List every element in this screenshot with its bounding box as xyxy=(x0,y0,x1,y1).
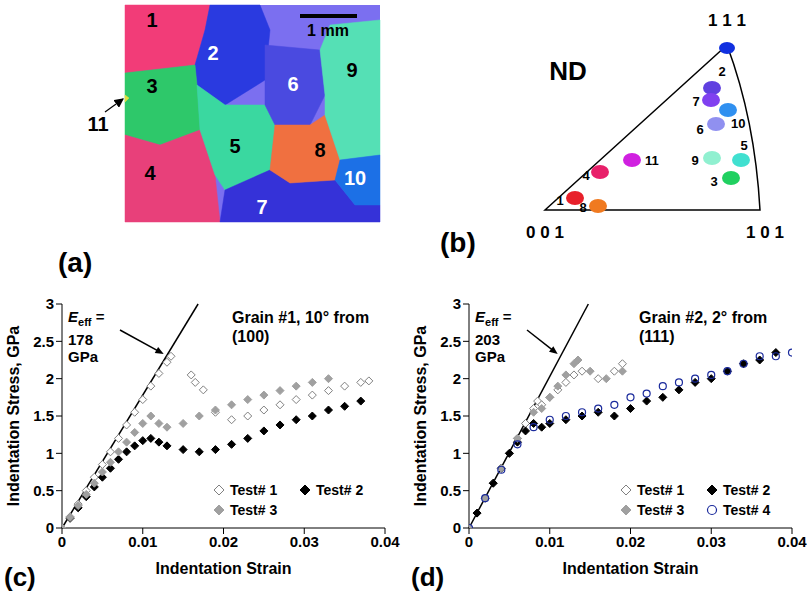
svg-text:2: 2 xyxy=(46,370,54,387)
html-text:Test# 2: Test# 2 xyxy=(723,482,771,498)
svg-text:7: 7 xyxy=(692,94,699,109)
svg-text:1 mm: 1 mm xyxy=(307,22,349,39)
html-text:GPa: GPa xyxy=(475,348,505,365)
html-text:Test# 1: Test# 1 xyxy=(637,482,685,498)
svg-text:3: 3 xyxy=(146,75,157,97)
html-text:Test# 1: Test# 1 xyxy=(230,482,278,498)
svg-text:0.5: 0.5 xyxy=(440,482,461,499)
html-text:Eeff =: Eeff = xyxy=(68,308,105,328)
svg-text:0.03: 0.03 xyxy=(290,533,319,550)
svg-text:2: 2 xyxy=(207,42,218,64)
svg-text:0.5: 0.5 xyxy=(33,482,54,499)
svg-text:4: 4 xyxy=(582,168,590,183)
svg-text:(a): (a) xyxy=(58,247,92,278)
html-text:GPa: GPa xyxy=(68,348,98,365)
svg-text:1: 1 xyxy=(453,445,461,462)
svg-text:3: 3 xyxy=(710,174,717,189)
svg-text:1.5: 1.5 xyxy=(440,407,461,424)
svg-text:0: 0 xyxy=(46,519,54,536)
html-text:(d): (d) xyxy=(411,562,445,592)
html-text:Eeff =: Eeff = xyxy=(475,308,512,328)
html-text:(c): (c) xyxy=(4,562,36,592)
svg-text:9: 9 xyxy=(346,59,357,81)
svg-text:0: 0 xyxy=(58,533,66,550)
svg-text:1 1 1: 1 1 1 xyxy=(708,11,746,30)
svg-text:2: 2 xyxy=(453,370,461,387)
svg-text:11: 11 xyxy=(645,153,659,168)
svg-text:9: 9 xyxy=(691,153,698,168)
svg-text:10: 10 xyxy=(344,167,366,189)
html-text:Test# 4: Test# 4 xyxy=(723,502,771,518)
svg-text:0: 0 xyxy=(465,533,473,550)
svg-text:ND: ND xyxy=(549,56,587,86)
svg-text:8: 8 xyxy=(314,139,325,161)
svg-text:0.04: 0.04 xyxy=(777,533,807,550)
html-text:Grain #1, 10° from (100): Grain #1, 10° from (100) xyxy=(232,309,370,345)
svg-text:6: 6 xyxy=(696,122,703,137)
svg-text:1.5: 1.5 xyxy=(33,407,54,424)
svg-text:4: 4 xyxy=(144,162,156,184)
html-text:203: 203 xyxy=(475,331,500,348)
svg-text:11: 11 xyxy=(87,113,108,135)
svg-text:3: 3 xyxy=(46,296,54,312)
svg-text:2: 2 xyxy=(718,64,725,79)
svg-text:1: 1 xyxy=(46,445,54,462)
svg-text:1: 1 xyxy=(556,193,563,208)
svg-text:0.04: 0.04 xyxy=(370,533,400,550)
html-text:Indentation Strain: Indentation Strain xyxy=(562,560,699,577)
svg-text:0.01: 0.01 xyxy=(128,533,157,550)
svg-text:0 0 1: 0 0 1 xyxy=(526,223,564,242)
html-text:Grain #2, 2° from (111): Grain #2, 2° from (111) xyxy=(639,309,768,345)
svg-text:5: 5 xyxy=(740,138,747,153)
svg-text:0.02: 0.02 xyxy=(616,533,645,550)
svg-text:0: 0 xyxy=(453,519,461,536)
svg-text:(b): (b) xyxy=(440,227,476,258)
html-text:Indentation Strain: Indentation Strain xyxy=(155,560,292,577)
svg-text:5: 5 xyxy=(229,135,240,157)
html-text:Indentation Stress, GPa: Indentation Stress, GPa xyxy=(5,325,22,507)
svg-text:2.5: 2.5 xyxy=(440,333,461,350)
svg-text:1: 1 xyxy=(146,9,157,31)
svg-text:1 0 1: 1 0 1 xyxy=(746,223,784,242)
html-text:Test# 3: Test# 3 xyxy=(230,502,278,518)
svg-text:3: 3 xyxy=(453,296,461,312)
svg-text:10: 10 xyxy=(731,116,745,131)
svg-text:0.02: 0.02 xyxy=(209,533,238,550)
html-text:Test# 3: Test# 3 xyxy=(637,502,685,518)
svg-text:8: 8 xyxy=(579,200,586,215)
svg-text:2.5: 2.5 xyxy=(33,333,54,350)
html-text:178: 178 xyxy=(68,331,93,348)
svg-text:0.03: 0.03 xyxy=(697,533,726,550)
svg-text:7: 7 xyxy=(256,196,267,218)
svg-text:6: 6 xyxy=(287,73,298,95)
svg-text:0.01: 0.01 xyxy=(535,533,564,550)
html-text:Indentation Stress, GPa: Indentation Stress, GPa xyxy=(412,325,429,507)
html-text:Test# 2: Test# 2 xyxy=(316,482,364,498)
